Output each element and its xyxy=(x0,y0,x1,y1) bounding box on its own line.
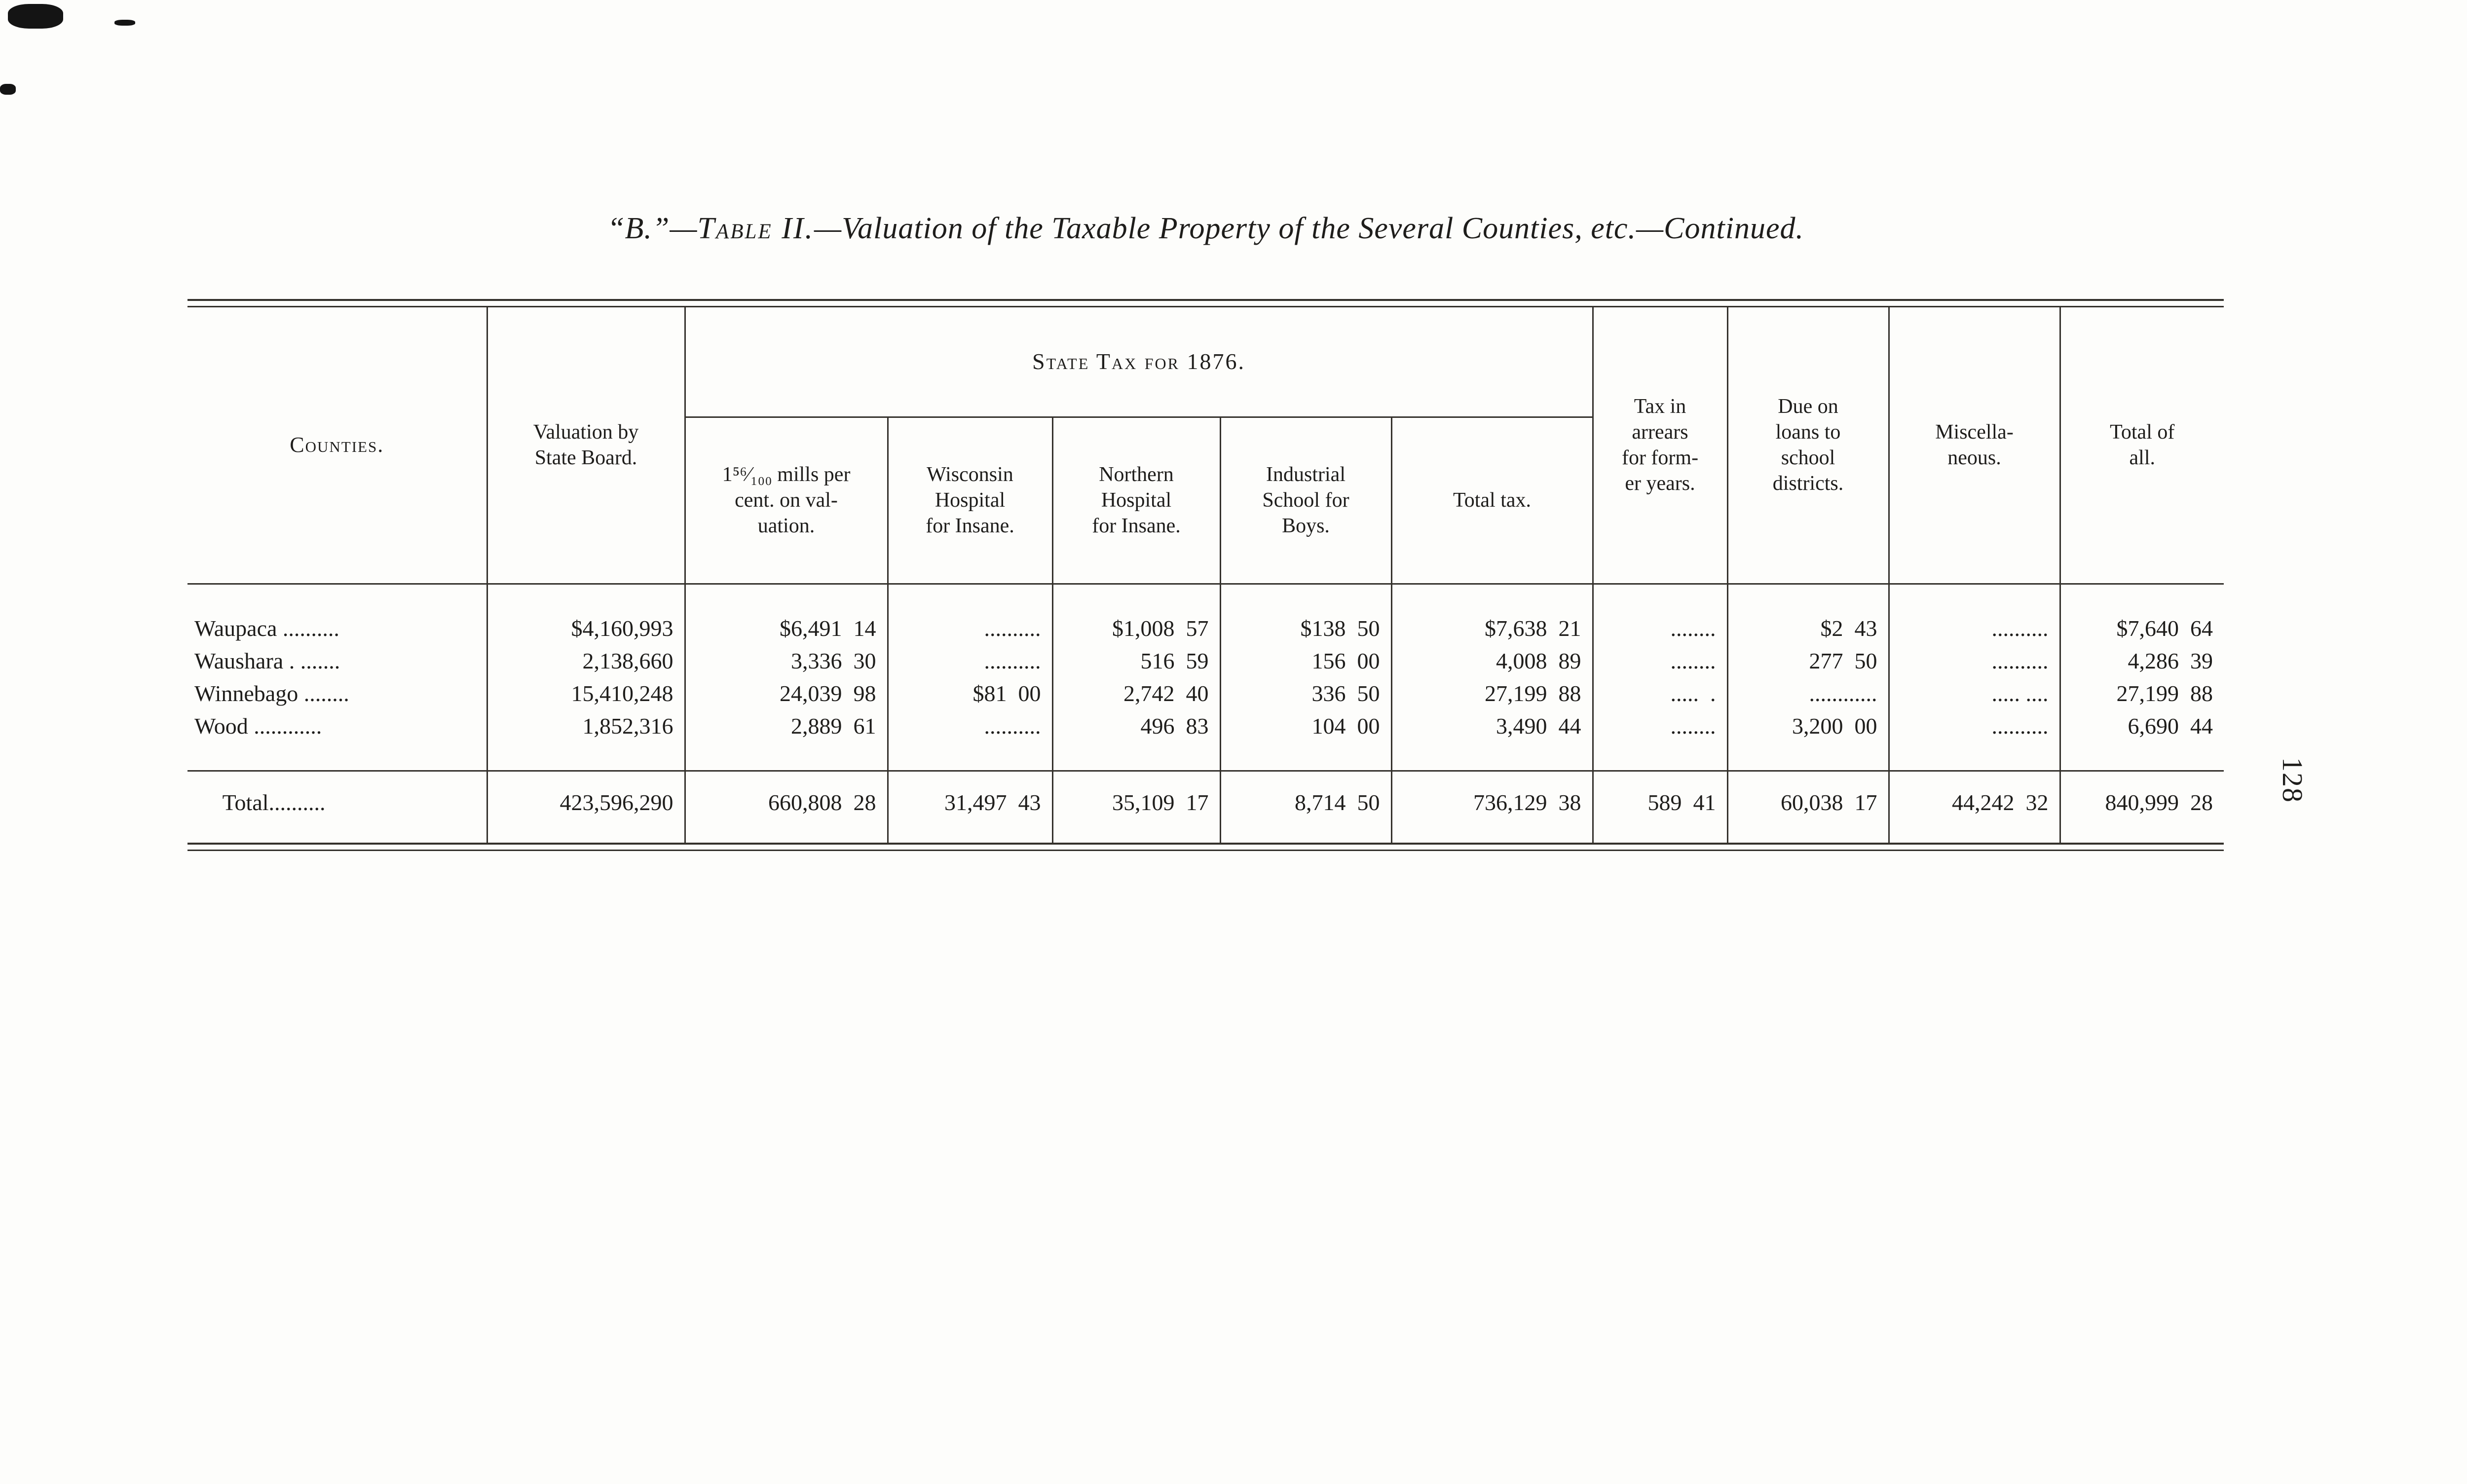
school-loans-cell: 277 50 xyxy=(1726,644,1889,677)
total-tax-cell: 4,008 89 xyxy=(1390,644,1593,677)
industrial-school-cell: $138 50 xyxy=(1219,583,1391,645)
valuation-cell: 15,410,248 xyxy=(486,677,685,710)
table-row-waushara: Waushara . ....... 2,138,660 3,336 30 ..… xyxy=(187,644,2224,677)
total-of-all-cell: 6,690 44 xyxy=(2059,709,2224,771)
col-header-state-tax-group: State Tax for 1876. xyxy=(684,307,1593,418)
wisconsin-hospital-cell: .......... xyxy=(887,583,1052,645)
tax-arrears-cell: ........ xyxy=(1592,644,1728,677)
valuation-cell: 1,852,316 xyxy=(486,709,685,771)
valuation-cell: $4,160,993 xyxy=(486,583,685,645)
col-header-northern-hospital: Northern Hospital for Insane. xyxy=(1051,417,1220,584)
total-tax-cell: 27,199 88 xyxy=(1390,677,1593,710)
miscellaneous-cell: ..... .... xyxy=(1888,677,2060,710)
col-header-wisconsin-hospital: Wisconsin Hospital for Insane. xyxy=(887,417,1052,584)
col-header-valuation: Valuation by State Board. xyxy=(486,307,685,584)
wisconsin-hospital-cell: $81 00 xyxy=(887,677,1052,710)
school-loans-cell: $2 43 xyxy=(1726,583,1889,645)
school-loans-cell: 3,200 00 xyxy=(1726,709,1889,771)
school-loans-cell: ............ xyxy=(1726,677,1889,710)
col-header-total-tax: Total tax. xyxy=(1390,417,1593,584)
miscellaneous-total: 44,242 32 xyxy=(1888,770,2060,843)
table-row-waupaca: Waupaca .......... $4,160,993 $6,491 14 … xyxy=(187,583,2224,645)
county-name: Waushara . ....... xyxy=(194,648,340,673)
industrial-school-total: 8,714 50 xyxy=(1219,770,1391,843)
col-header-total-of-all: Total of all. xyxy=(2059,307,2224,584)
county-name: Wood ............ xyxy=(194,713,322,739)
total-of-all-cell: 4,286 39 xyxy=(2059,644,2224,677)
mills-total: 660,808 28 xyxy=(684,770,888,843)
total-tax-cell: $7,638 21 xyxy=(1390,583,1593,645)
valuation-cell: 2,138,660 xyxy=(486,644,685,677)
scan-artifact xyxy=(8,4,63,29)
mills-cell: $6,491 14 xyxy=(684,583,888,645)
wisconsin-hospital-cell: .......... xyxy=(887,644,1052,677)
total-label: Total.......... xyxy=(187,770,487,843)
scan-artifact xyxy=(114,20,135,26)
title-table-label: Table II. xyxy=(697,212,814,245)
total-of-all-cell: 27,199 88 xyxy=(2059,677,2224,710)
wisconsin-hospital-cell: .......... xyxy=(887,709,1052,771)
total-tax-cell: 3,490 44 xyxy=(1390,709,1593,771)
northern-hospital-total: 35,109 17 xyxy=(1051,770,1220,843)
northern-hospital-cell: 496 83 xyxy=(1051,709,1220,771)
industrial-school-cell: 156 00 xyxy=(1219,644,1391,677)
table-row-total: Total.......... 423,596,290 660,808 28 3… xyxy=(187,770,2224,843)
col-header-mills: 1⁵⁶⁄₁₀₀ mills per cent. on val- uation. xyxy=(684,417,888,584)
col-header-counties: Counties. xyxy=(290,433,384,457)
miscellaneous-cell: .......... xyxy=(1888,644,2060,677)
tax-arrears-total: 589 41 xyxy=(1592,770,1728,843)
miscellaneous-cell: .......... xyxy=(1888,709,2060,771)
northern-hospital-cell: 2,742 40 xyxy=(1051,677,1220,710)
title-prefix: “B.”— xyxy=(607,212,698,245)
tax-arrears-cell: ..... . xyxy=(1592,677,1728,710)
scan-artifact xyxy=(0,84,16,95)
valuation-table: Counties. Valuation by State Board. Stat… xyxy=(187,307,2224,843)
northern-hospital-cell: 516 59 xyxy=(1051,644,1220,677)
county-name: Waupaca .......... xyxy=(187,583,487,645)
page-title: “B.”—Table II.—Valuation of the Taxable … xyxy=(187,211,2224,246)
industrial-school-cell: 104 00 xyxy=(1219,709,1391,771)
page-number: 128 xyxy=(2277,757,2309,803)
mills-cell: 24,039 98 xyxy=(684,677,888,710)
county-name: Winnebago ........ xyxy=(194,680,349,706)
wisconsin-hospital-total: 31,497 43 xyxy=(887,770,1052,843)
mills-cell: 2,889 61 xyxy=(684,709,888,771)
title-rest: —Valuation of the Taxable Property of th… xyxy=(814,212,1804,245)
total-of-all-cell: $7,640 64 xyxy=(2059,583,2224,645)
mills-cell: 3,336 30 xyxy=(684,644,888,677)
northern-hospital-cell: $1,008 57 xyxy=(1051,583,1220,645)
col-header-industrial-school: Industrial School for Boys. xyxy=(1219,417,1391,584)
industrial-school-cell: 336 50 xyxy=(1219,677,1391,710)
total-of-all-total: 840,999 28 xyxy=(2059,770,2224,843)
col-header-school-loans: Due on loans to school districts. xyxy=(1726,307,1889,584)
total-tax-total: 736,129 38 xyxy=(1390,770,1593,843)
top-double-rule xyxy=(187,299,2224,307)
table-row-winnebago: Winnebago ........ 15,410,248 24,039 98 … xyxy=(187,677,2224,710)
table-row-wood: Wood ............ 1,852,316 2,889 61 ...… xyxy=(187,709,2224,771)
tax-arrears-cell: ........ xyxy=(1592,709,1728,771)
miscellaneous-cell: .......... xyxy=(1888,583,2060,645)
tax-arrears-cell: ........ xyxy=(1592,583,1728,645)
col-header-miscellaneous: Miscella- neous. xyxy=(1888,307,2060,584)
col-header-tax-arrears: Tax in arrears for form- er years. xyxy=(1592,307,1728,584)
valuation-total: 423,596,290 xyxy=(486,770,685,843)
school-loans-total: 60,038 17 xyxy=(1726,770,1889,843)
bottom-double-rule xyxy=(187,842,2224,851)
valuation-table-container: Counties. Valuation by State Board. Stat… xyxy=(187,299,2224,851)
